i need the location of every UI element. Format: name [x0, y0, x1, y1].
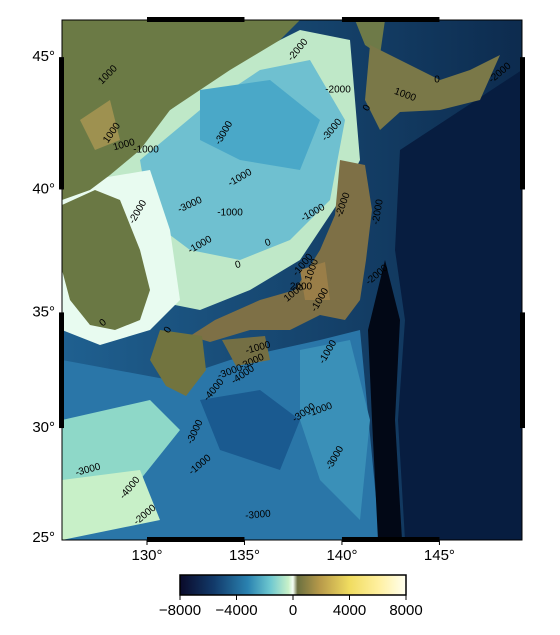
lat-tick-label: 25°: [32, 529, 55, 546]
map-frame: [61, 19, 523, 541]
frame-bar: [59, 57, 64, 190]
contour-label: 2000: [290, 282, 313, 293]
frame-bar: [147, 537, 245, 542]
map-body: [62, 20, 522, 540]
frame-bars: [59, 17, 525, 542]
colorbar-tick-label: −4000: [215, 602, 257, 619]
frame-bar: [341, 17, 440, 22]
frame-bar: [520, 57, 525, 190]
contour-label: -1000: [217, 208, 243, 219]
lat-tick-label: 35°: [32, 303, 55, 320]
colorbar-tick-label: 0: [289, 602, 297, 619]
contour-label: -1000: [133, 145, 159, 156]
lon-tick-label: 140°: [326, 547, 357, 564]
lat-tick-label: 30°: [32, 419, 55, 436]
contour-label: -2000: [371, 198, 386, 226]
colorbar-ticks: −8000 −4000 0 4000 8000: [159, 595, 423, 619]
colorbar-tick-label: −8000: [159, 602, 201, 619]
frame-bar: [341, 537, 440, 542]
lat-tick-label: 40°: [32, 180, 55, 197]
contour-label: 0: [162, 325, 175, 336]
lon-tick-label: 130°: [131, 547, 162, 564]
contour-label: 0: [264, 237, 273, 249]
colorbar-tick-label: 8000: [389, 602, 422, 619]
contour-label: 0: [361, 103, 374, 114]
colorbar-tick-label: 4000: [333, 602, 366, 619]
lon-tick-label: 135°: [229, 547, 260, 564]
contour-label: -3000: [245, 509, 272, 522]
frame-bar: [147, 17, 245, 22]
contour-label: 0: [434, 75, 440, 86]
contour-label: 0: [234, 259, 243, 271]
axis-ticks: 130° 135° 140° 145° 25° 30° 35° 40° 45°: [32, 48, 455, 564]
contour-label: 0: [97, 317, 109, 329]
contour-label: -2000: [325, 85, 351, 96]
lat-tick-label: 45°: [32, 48, 55, 65]
frame-bar: [59, 312, 64, 429]
colorbar: [179, 574, 407, 596]
frame-bar: [520, 312, 525, 429]
lon-tick-label: 145°: [424, 547, 455, 564]
